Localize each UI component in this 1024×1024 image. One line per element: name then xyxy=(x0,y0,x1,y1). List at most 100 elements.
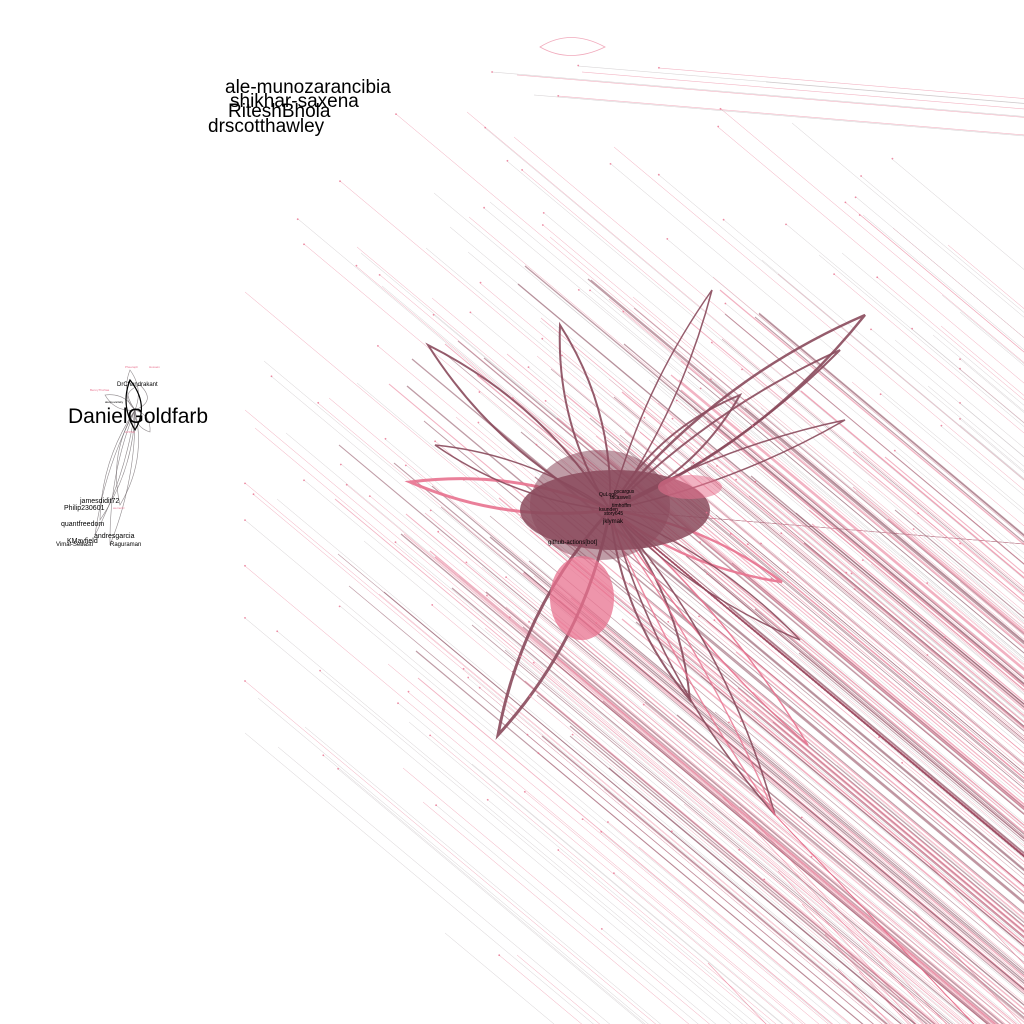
graph-edge-strong xyxy=(125,378,142,432)
graph-edge xyxy=(431,297,1024,857)
graph-edge xyxy=(489,201,1024,857)
graph-node xyxy=(276,630,279,633)
graph-edge xyxy=(609,374,1024,857)
graph-node xyxy=(462,667,465,670)
graph-node xyxy=(397,702,399,705)
graph-edge xyxy=(609,509,1024,857)
graph-edge xyxy=(609,431,1024,857)
graph-node xyxy=(589,289,591,292)
hub-lower-lobe xyxy=(550,556,614,640)
graph-edge xyxy=(254,427,1024,1024)
graph-edge xyxy=(356,382,1024,941)
graph-edge xyxy=(609,464,1024,857)
graph-edge xyxy=(609,431,1024,857)
graph-node xyxy=(244,680,246,682)
graph-edge xyxy=(360,252,1024,857)
graph-node xyxy=(467,676,470,679)
graph-edge xyxy=(609,259,1024,857)
graph-edge xyxy=(609,509,1024,857)
graph-edge xyxy=(99,408,136,522)
graph-edge xyxy=(569,509,1024,1024)
left-node-label-pink: Pheeraph xyxy=(125,365,138,369)
graph-edge xyxy=(609,289,1024,857)
graph-edge xyxy=(707,814,975,1024)
graph-node xyxy=(523,790,526,793)
graph-edge xyxy=(304,509,1024,1024)
graph-edge xyxy=(541,509,1024,1024)
graph-edge xyxy=(609,254,1024,857)
graph-edge xyxy=(609,509,1024,857)
graph-node xyxy=(700,459,703,462)
hub-node-label: ksunden xyxy=(599,507,618,513)
graph-edge xyxy=(513,136,1024,857)
graph-node xyxy=(319,669,321,672)
graph-edge xyxy=(516,509,1024,1024)
graph-node xyxy=(788,706,791,709)
graph-node xyxy=(675,399,678,402)
graph-node xyxy=(861,559,864,561)
graph-edge xyxy=(348,509,1024,1024)
graph-edge xyxy=(609,396,1024,857)
graph-edge xyxy=(581,71,1024,545)
graph-node xyxy=(483,206,485,209)
graph-edge xyxy=(609,408,1024,857)
graph-node xyxy=(891,157,894,160)
graph-edge xyxy=(554,432,1024,857)
graph-node xyxy=(431,604,434,606)
graph-node xyxy=(959,542,961,545)
graph-edge xyxy=(483,357,1024,857)
graph-edge xyxy=(609,81,1024,545)
graph-node xyxy=(926,654,929,656)
left-node-label-pink: BennyThoNaa xyxy=(90,388,110,392)
graph-edge-strong xyxy=(609,509,809,746)
graph-node xyxy=(917,512,920,515)
graph-node xyxy=(943,636,946,639)
graph-edge xyxy=(109,409,136,546)
graph-edge xyxy=(609,509,1024,1020)
graph-node xyxy=(876,276,879,279)
graph-edge xyxy=(609,296,1024,857)
graph-node xyxy=(577,289,580,291)
graph-node xyxy=(377,345,379,347)
hub-node-label: oscargus xyxy=(614,489,635,495)
graph-edge xyxy=(609,509,1024,857)
graph-edge xyxy=(774,814,975,1024)
graph-node xyxy=(600,830,603,833)
graph-edge xyxy=(774,814,975,1024)
graph-node xyxy=(959,358,961,360)
graph-node xyxy=(252,493,255,496)
graph-node xyxy=(296,218,299,221)
graph-edge xyxy=(417,509,1024,1024)
graph-edge xyxy=(471,509,1024,1024)
graph-node xyxy=(491,71,493,73)
graph-edge xyxy=(609,338,1024,857)
graph-edge xyxy=(609,273,1024,857)
graph-edge xyxy=(609,509,1024,894)
graph-edge xyxy=(774,814,975,1024)
graph-edge xyxy=(569,509,1024,1024)
graph-edge xyxy=(609,334,1024,857)
node-label-layer xyxy=(244,64,961,957)
graph-edge xyxy=(263,360,1024,997)
graph-node xyxy=(270,375,273,378)
graph-edge xyxy=(467,251,1024,857)
graph-edge xyxy=(522,509,1024,993)
graph-edge xyxy=(609,464,1024,857)
left-node-label: andresgarcia xyxy=(94,533,135,540)
graph-edge xyxy=(434,509,1024,1024)
graph-edge xyxy=(603,509,1024,1024)
graph-edge xyxy=(337,509,1024,1024)
graph-node xyxy=(744,398,747,401)
graph-node xyxy=(870,328,872,331)
graph-edge xyxy=(536,355,1024,857)
graph-edge xyxy=(609,343,1024,857)
graph-node xyxy=(244,519,246,521)
graph-node xyxy=(893,449,896,452)
graph-edge xyxy=(609,509,1024,857)
graph-edge xyxy=(378,509,1024,1024)
graph-edge xyxy=(609,509,1024,1006)
graph-edge xyxy=(609,509,1024,1024)
left-node-label: alexpovarisky xyxy=(105,400,124,404)
graph-edge xyxy=(484,509,1024,1024)
graph-node xyxy=(858,214,861,216)
